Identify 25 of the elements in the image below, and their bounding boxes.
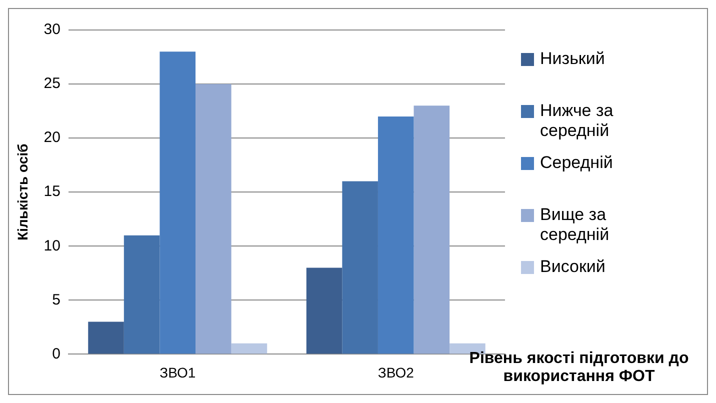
bar bbox=[196, 84, 232, 354]
bar bbox=[88, 322, 124, 354]
y-tick-label: 10 bbox=[44, 237, 60, 254]
bar bbox=[124, 235, 160, 354]
y-tick-label: 25 bbox=[44, 75, 60, 92]
x-tick-label: ЗВО2 bbox=[378, 364, 414, 380]
y-tick-label: 20 bbox=[44, 129, 60, 146]
bar bbox=[378, 116, 414, 354]
y-tick-label: 0 bbox=[52, 345, 60, 362]
legend-label: Низький bbox=[540, 49, 605, 69]
x-axis-title: Рівень якості підготовки до використання ФОТ bbox=[468, 350, 690, 386]
y-tick-label: 15 bbox=[44, 183, 60, 200]
y-axis-title: Кількість осіб bbox=[14, 143, 30, 240]
legend-label: Вище за середній bbox=[540, 205, 610, 245]
legend-label: Нижче за середній bbox=[540, 101, 614, 141]
legend-label: Високий bbox=[540, 257, 606, 277]
bar bbox=[342, 181, 378, 354]
x-tick-label: ЗВО1 bbox=[160, 364, 196, 380]
bar bbox=[414, 106, 450, 354]
bar bbox=[231, 343, 268, 354]
legend-label: Середній bbox=[540, 153, 613, 173]
bar bbox=[306, 268, 342, 354]
bar bbox=[160, 52, 196, 354]
y-tick-label: 5 bbox=[52, 291, 60, 308]
y-tick-label: 30 bbox=[44, 21, 60, 38]
